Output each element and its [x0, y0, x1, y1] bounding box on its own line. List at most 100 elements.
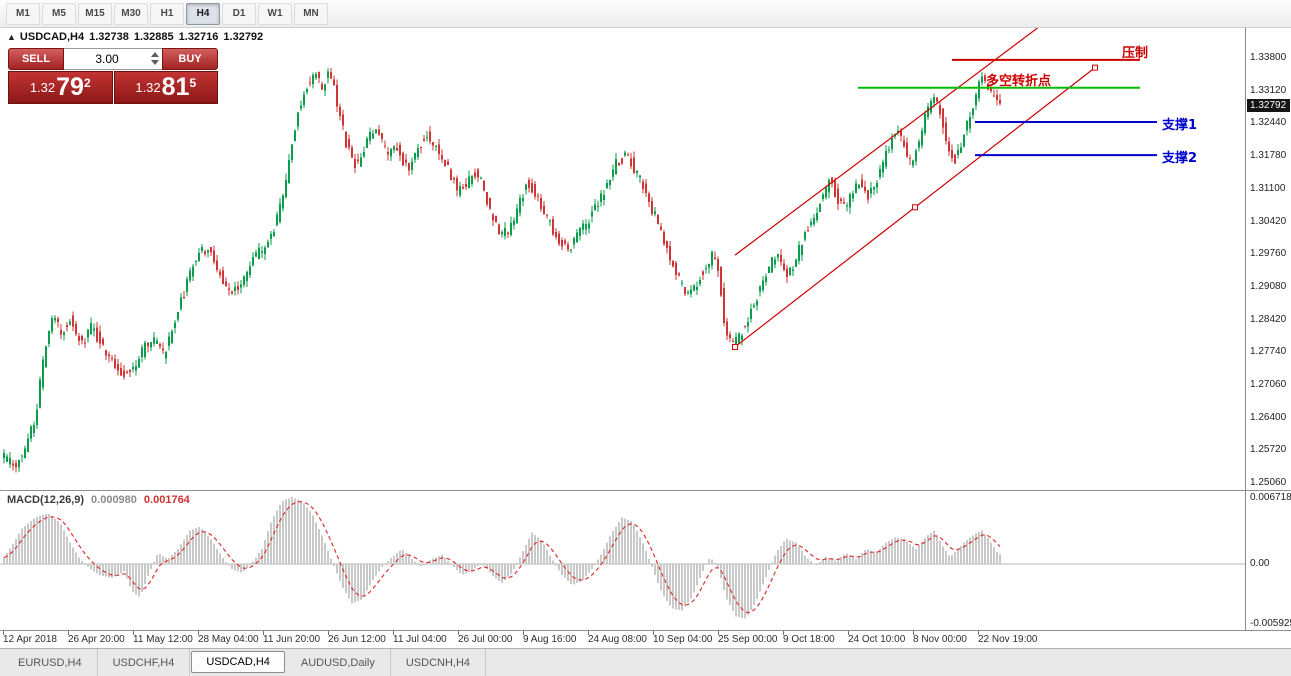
time-tick-label: 8 Nov 00:00	[913, 634, 967, 645]
resistance-label: 压制	[1122, 46, 1149, 61]
support1-label: 支撑1	[1162, 118, 1198, 133]
price-axis[interactable]: 1.33800 1.33120 1.32440 1.31780 1.31100 1.304…	[1245, 28, 1291, 490]
buy-price-display[interactable]: 1.32 81 5	[113, 71, 218, 104]
time-tick-label: 11 Jul 04:00	[393, 634, 447, 645]
sell-price-main: 79	[56, 73, 84, 101]
time-tick-label: 26 Jul 00:00	[458, 634, 513, 645]
price-tick-label: 1.29080	[1250, 280, 1287, 292]
sell-price-display[interactable]: 1.32 79 2	[8, 71, 113, 104]
price-tick-label: 1.32440	[1250, 117, 1287, 129]
price-tick-label: 1.31100	[1250, 182, 1286, 194]
price-chart-canvas[interactable]	[0, 28, 1245, 490]
macd-histogram	[3, 497, 1001, 619]
pivot-label: 多空转折点	[986, 74, 1052, 89]
lot-size-field	[64, 48, 162, 70]
timeframe-button-m5[interactable]: M5	[42, 2, 76, 25]
chart-low-value: 1.32716	[178, 31, 219, 43]
price-tick-label: 1.25720	[1250, 444, 1287, 456]
price-tick-label: 1.33800	[1250, 52, 1287, 63]
macd-tick-label: -0.005925	[1250, 617, 1291, 629]
trendline-handle[interactable]	[732, 343, 738, 350]
lot-size-input[interactable]	[64, 52, 162, 66]
chart-symbol-label: USDCAD,H4	[19, 31, 85, 43]
price-tick-label: 1.26400	[1250, 411, 1287, 423]
chart-tab-eurusd-h4[interactable]: EURUSD,H4	[3, 649, 98, 676]
macd-canvas[interactable]	[0, 491, 1245, 630]
time-tick-label: 25 Sep 00:00	[718, 634, 778, 645]
price-tick-label: 1.27740	[1250, 346, 1287, 358]
one-click-collapse-icon[interactable]: ▲	[7, 32, 16, 42]
time-tick	[68, 631, 69, 635]
chart-tab-audusd-daily[interactable]: AUDUSD,Daily	[286, 649, 391, 676]
macd-tick-label: 0.006718	[1250, 492, 1291, 503]
time-tick-label: 26 Apr 20:00	[68, 634, 125, 645]
time-tick	[263, 631, 264, 635]
current-price-badge: 1.32792	[1247, 99, 1290, 113]
timeframe-button-m1[interactable]: M1	[6, 2, 40, 25]
macd-indicator-label: MACD(12,26,9) 0.000980 0.001764	[7, 494, 190, 506]
time-tick	[718, 631, 719, 635]
sell-price-pipette: 2	[83, 76, 91, 90]
lot-increase-icon[interactable]	[151, 52, 159, 57]
macd-indicator-panel: 0.006718 0.00 -0.005925 MACD(12,26,9) 0.000…	[0, 490, 1291, 630]
price-tick-label: 1.28420	[1250, 313, 1287, 325]
time-tick-label: 11 Jun 20:00	[263, 634, 321, 645]
timeframe-button-d1[interactable]: D1	[222, 2, 256, 25]
time-tick-label: 9 Oct 18:00	[783, 634, 835, 645]
chart-tab-usdcad-h4[interactable]: USDCAD,H4	[191, 651, 285, 673]
chart-close-value: 1.32792	[223, 31, 264, 43]
one-click-trading-panel: SELL BUY 1.32 79 2 1.32	[8, 48, 218, 104]
timeframe-button-h1[interactable]: H1	[150, 2, 184, 25]
timeframe-button-w1[interactable]: W1	[258, 2, 292, 25]
time-tick-label: 24 Oct 10:00	[848, 634, 906, 645]
buy-button[interactable]: BUY	[162, 48, 218, 70]
trendline-handle[interactable]	[1092, 64, 1098, 71]
time-tick	[653, 631, 654, 635]
sell-price-prefix: 1.32	[29, 80, 56, 95]
buy-price-prefix: 1.32	[135, 80, 161, 95]
time-tick-label: 22 Nov 19:00	[978, 634, 1038, 645]
trendline-handle[interactable]	[912, 204, 918, 211]
time-tick	[913, 631, 914, 635]
lot-decrease-icon[interactable]	[151, 60, 159, 65]
chart-area: 1.33800 1.33120 1.32440 1.31780 1.31100 1.304…	[0, 28, 1291, 490]
time-tick	[588, 631, 589, 635]
timeframe-button-m30[interactable]: M30	[114, 2, 148, 25]
time-tick-label: 28 May 04:00	[198, 634, 259, 645]
time-tick	[458, 631, 459, 635]
buy-price-main: 81	[161, 73, 190, 101]
chart-ohlc-header: ▲ USDCAD,H4 1.32738 1.32885 1.32716 1.32792	[7, 31, 268, 43]
price-tick-label: 1.31780	[1250, 150, 1287, 162]
timeframe-button-m15[interactable]: M15	[78, 2, 112, 25]
timeframe-toolbar: M1 M5 M15 M30 H1 H4 D1 W1 MN	[0, 0, 1291, 28]
time-tick-label: 11 May 12:00	[133, 634, 193, 645]
price-tick-label: 1.25060	[1250, 477, 1287, 489]
chart-tab-usdcnh-h4[interactable]: USDCNH,H4	[391, 649, 487, 676]
chart-high-value: 1.32885	[133, 31, 174, 43]
time-tick	[133, 631, 134, 635]
timeframe-button-h4[interactable]: H4	[186, 2, 220, 25]
macd-signal-value: 0.001764	[143, 494, 190, 506]
time-tick	[523, 631, 524, 635]
time-tick	[328, 631, 329, 635]
time-tick	[3, 631, 4, 635]
chart-tab-usdchf-h4[interactable]: USDCHF,H4	[98, 649, 191, 676]
macd-value: 0.000980	[91, 494, 137, 506]
time-tick	[783, 631, 784, 635]
chart-tab-bar: EURUSD,H4 USDCHF,H4 USDCAD,H4 AUDUSD,Daily U…	[0, 648, 1291, 676]
time-tick-label: 24 Aug 08:00	[588, 634, 647, 645]
price-tick-label: 1.27060	[1250, 379, 1287, 390]
time-tick	[978, 631, 979, 635]
sell-button[interactable]: SELL	[8, 48, 64, 70]
macd-tick-label: 0.00	[1250, 558, 1270, 569]
buy-price-pipette: 5	[189, 76, 197, 90]
time-tick	[198, 631, 199, 635]
channel-upper-line[interactable]	[734, 28, 1075, 256]
time-axis[interactable]: 12 Apr 2018 26 Apr 20:00 11 May 12:00 28 Ma…	[0, 630, 1291, 648]
macd-name: MACD(12,26,9)	[7, 494, 85, 506]
time-tick-label: 26 Jun 12:00	[328, 634, 386, 645]
support2-label: 支撑2	[1162, 151, 1198, 166]
timeframe-button-mn[interactable]: MN	[294, 2, 328, 25]
time-tick-label: 12 Apr 2018	[3, 634, 57, 645]
